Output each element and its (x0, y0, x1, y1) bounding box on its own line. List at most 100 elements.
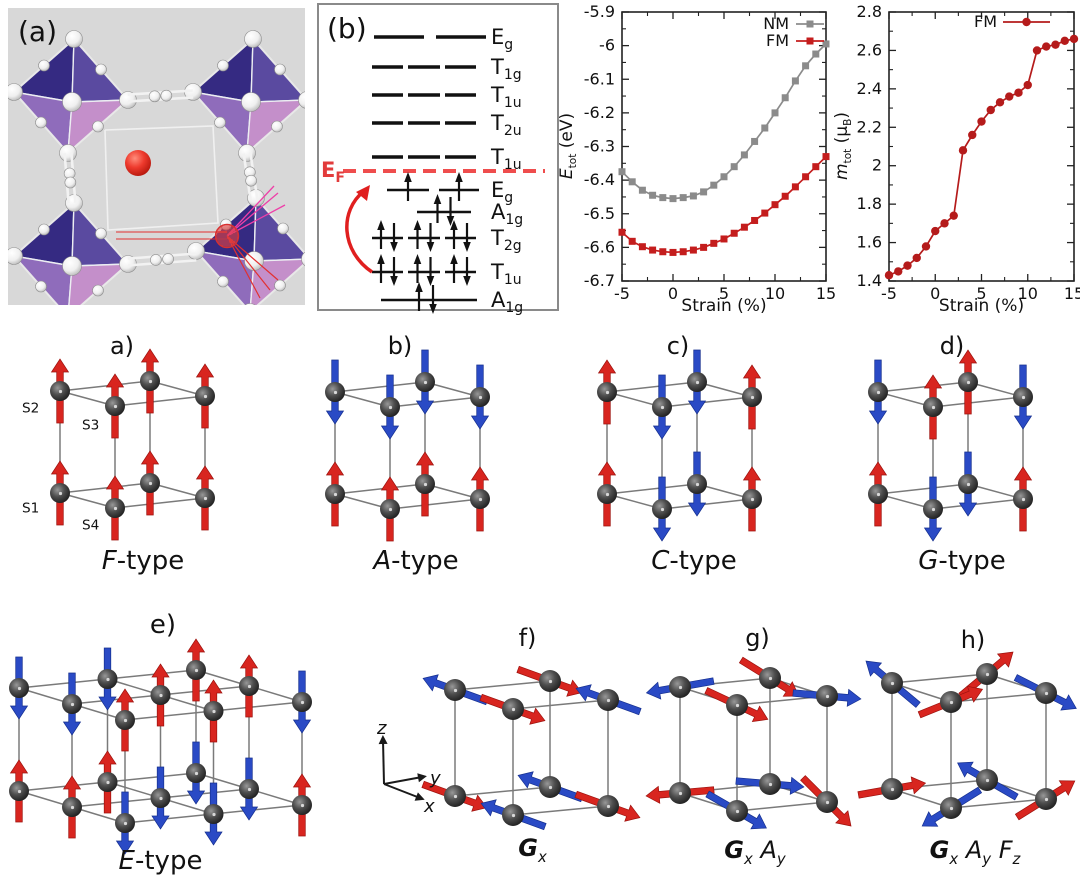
site-label-s4: S4 (82, 517, 100, 534)
lattice-site (742, 364, 762, 430)
lattice-site (105, 475, 125, 541)
panel-spin-c-type: c) C-type (556, 330, 826, 598)
white-atom (274, 63, 286, 76)
panel-label-spin-a: a) (109, 332, 135, 360)
lattice-site (1013, 466, 1033, 532)
spin-lattice-e-type (9, 638, 312, 855)
lattice-site (415, 451, 435, 517)
panel-label-spin-f: f) (518, 624, 537, 652)
lattice-site (115, 791, 135, 855)
y-tick-label: -6.5 (584, 204, 615, 223)
white-atom (65, 30, 83, 48)
data-point (669, 248, 677, 256)
data-point (689, 246, 697, 254)
crystal-structure-drawing (8, 8, 305, 305)
data-point (912, 253, 921, 263)
panel-label-a: (a) (18, 15, 58, 48)
cage-line (104, 125, 219, 231)
legend-label: FM (974, 12, 997, 31)
white-atom (38, 223, 50, 236)
lattice-site (470, 466, 490, 532)
lattice-site (150, 663, 171, 727)
lattice-site (140, 348, 160, 414)
y-tick-label: 2.2 (857, 117, 882, 136)
axis-label-z: z (376, 718, 387, 739)
data-point (618, 168, 626, 176)
white-atom (277, 222, 289, 235)
white-atom (301, 251, 305, 267)
excitation-arrow (345, 189, 373, 274)
data-point (679, 194, 687, 202)
white-atom (148, 90, 161, 103)
y-tick-label: 1.8 (857, 194, 882, 213)
lattice-site (239, 757, 259, 821)
data-point (1005, 92, 1014, 101)
lattice-site (792, 685, 862, 707)
series-NM (618, 40, 830, 203)
lattice-site (958, 349, 978, 415)
data-point (628, 237, 636, 245)
lattice-site (380, 476, 400, 542)
x-tick-label: 5 (976, 284, 986, 303)
lattice-site (868, 461, 888, 527)
y-tick-label: 2.6 (857, 40, 882, 59)
red-hatched-atom (214, 223, 240, 249)
lattice-site (50, 460, 70, 526)
lattice-site (150, 766, 171, 830)
white-atom (160, 89, 173, 102)
data-point (968, 130, 977, 140)
data-point (740, 151, 748, 159)
caption-g-type: G-type (918, 546, 1006, 576)
plot-frame (888, 11, 1075, 282)
cube-edges (877, 381, 1024, 510)
lattice-site (115, 688, 135, 752)
data-point (761, 209, 769, 217)
white-atom (35, 116, 47, 129)
fermi-label: EF (321, 158, 345, 186)
data-point (751, 137, 759, 145)
white-atom (162, 253, 174, 265)
site-label-s2: S2 (22, 400, 40, 417)
mtot-plot-canvas: -5 0 5 10 15 1.4 1.6 1.8 2 2.2 2.4 2.6 2.8 FM (857, 2, 1080, 303)
panel-spin-a-type: b) A-type (278, 330, 548, 598)
y-tick-label: -6.4 (584, 170, 615, 189)
data-point (1023, 80, 1032, 90)
lattice-site (9, 759, 29, 823)
lattice-site (923, 374, 943, 440)
data-point (740, 223, 748, 231)
data-point (700, 243, 708, 251)
spin-cube-gx-ay (645, 656, 862, 830)
white-atom (214, 116, 226, 129)
white-atom (187, 242, 205, 260)
data-point (659, 248, 667, 256)
lattice-site (574, 790, 641, 822)
y-tick-label: -5.9 (584, 2, 615, 21)
y-tick-label: -6 (599, 36, 615, 55)
x-tick-label: 15 (816, 284, 836, 303)
lattice-site (958, 451, 978, 517)
data-point (781, 94, 789, 102)
level-label: T1u (490, 260, 522, 288)
caption-e-type: E-type (118, 846, 203, 876)
data-point (679, 248, 687, 256)
white-atom (62, 92, 82, 112)
lattice-site (597, 359, 617, 425)
spin-cube-gx-ay-fz (857, 651, 1077, 827)
level-label: T2g (490, 226, 522, 254)
data-point (730, 163, 738, 171)
lattice-site (470, 364, 490, 430)
caption-f-type: F-type (101, 546, 185, 576)
lattice-site (203, 782, 224, 846)
plot1-ylabel: Etot (eV) (556, 112, 580, 180)
lattice-site (140, 450, 160, 516)
lattice-site (203, 679, 224, 743)
data-point (949, 211, 958, 220)
coordinate-axes: z yx (376, 718, 441, 817)
data-point (921, 242, 931, 251)
white-atom (8, 83, 23, 101)
caption-gx: Gx (518, 834, 547, 866)
lattice-site (738, 656, 800, 697)
level-label: Eg (491, 25, 513, 53)
